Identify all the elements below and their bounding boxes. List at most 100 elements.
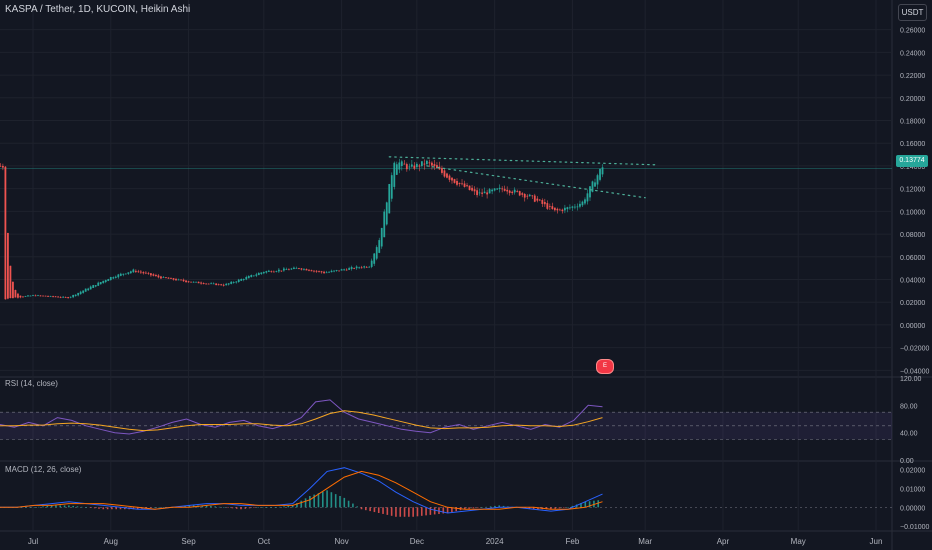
macd-legend[interactable]: MACD (12, 26, close) <box>5 465 82 474</box>
candle <box>320 270 323 274</box>
candle-body <box>481 192 483 194</box>
x-tick-label: Feb <box>566 537 580 546</box>
macd-histogram-bar <box>287 505 290 508</box>
price-tick-label: 0.10000 <box>900 209 925 216</box>
candle <box>157 274 160 279</box>
candle-body <box>516 191 519 192</box>
candle <box>265 270 268 274</box>
candle <box>420 161 423 168</box>
price-pane[interactable] <box>0 156 656 300</box>
rsi-legend[interactable]: RSI (14, close) <box>5 379 58 388</box>
candle <box>147 271 150 275</box>
rsi-pane[interactable] <box>0 399 892 440</box>
candle <box>215 283 218 286</box>
candle-body <box>428 162 431 164</box>
candle <box>107 278 110 282</box>
candle-body <box>313 270 315 272</box>
candle <box>591 180 594 193</box>
candle-body <box>451 177 453 181</box>
candle-body <box>19 295 22 298</box>
candle-body <box>145 272 147 274</box>
macd-histogram-bar <box>343 497 346 508</box>
candle <box>1 163 4 171</box>
candle-body <box>403 163 406 165</box>
macd-histogram-bar <box>317 493 320 508</box>
candle-body <box>415 163 418 168</box>
currency-button[interactable]: USDT <box>898 4 927 21</box>
candle-body <box>52 296 54 297</box>
candle-body <box>24 296 27 297</box>
candle <box>523 193 526 202</box>
candle-body <box>150 273 152 276</box>
candle-body <box>335 270 338 272</box>
candle <box>288 268 290 271</box>
candle <box>52 295 54 298</box>
candle-body <box>265 271 268 273</box>
candle-body <box>523 194 526 198</box>
candle-body <box>122 273 125 275</box>
candle-body <box>498 187 501 190</box>
candle-body <box>270 271 273 273</box>
macd-histogram-bar <box>386 507 389 515</box>
candle <box>453 178 456 184</box>
macd-histogram-bar <box>231 507 234 509</box>
candle <box>242 278 245 282</box>
candle <box>468 185 471 191</box>
candle <box>508 189 511 196</box>
candle <box>478 188 481 196</box>
macd-histogram-bar <box>451 507 453 513</box>
candle <box>458 182 461 187</box>
candle <box>543 198 546 207</box>
candle-body <box>488 189 491 194</box>
macd-histogram-bar <box>356 506 359 508</box>
macd-histogram-bar <box>365 507 367 511</box>
candle <box>538 198 541 202</box>
candle-body <box>167 277 170 279</box>
rsi-line <box>0 399 603 435</box>
candle-body <box>594 182 596 187</box>
candle-body <box>436 165 438 169</box>
macd-histogram-bar <box>235 507 238 509</box>
candle-body <box>521 193 524 195</box>
price-tick-label: 0.20000 <box>900 96 925 103</box>
candle-body <box>350 267 353 269</box>
macd-histogram-bar <box>412 507 414 517</box>
candle-body <box>441 167 443 173</box>
candle-body <box>315 270 318 272</box>
candle <box>260 272 263 275</box>
candle-body <box>330 270 333 273</box>
macd-histogram-bar <box>89 507 92 508</box>
candle <box>360 265 363 269</box>
candle <box>152 273 155 277</box>
macd-histogram-bar <box>184 505 186 508</box>
candle <box>257 272 260 276</box>
symbol-title[interactable]: KASPA / Tether, 1D, KUCOIN, Heikin Ashi <box>5 4 191 15</box>
candle-body <box>546 203 549 209</box>
candle <box>200 281 202 285</box>
candle-body <box>129 271 132 274</box>
candle <box>353 267 356 270</box>
macd-pane[interactable] <box>0 467 892 517</box>
candle-body <box>215 283 218 286</box>
candle-body <box>410 164 413 167</box>
candle <box>513 187 516 195</box>
candle-body <box>290 268 293 270</box>
x-tick-label: Aug <box>104 537 118 546</box>
candle-body <box>250 275 253 278</box>
earnings-badge[interactable]: E <box>596 359 614 374</box>
candle <box>134 269 137 274</box>
candle-body <box>232 282 235 283</box>
macd-histogram-bar <box>313 494 315 508</box>
candle-body <box>398 162 401 170</box>
candle <box>503 185 506 192</box>
candle-body <box>87 288 90 291</box>
candle <box>44 295 47 297</box>
candle <box>446 172 448 179</box>
candle <box>390 172 393 202</box>
candle-body <box>112 277 115 279</box>
candle-body <box>139 271 142 273</box>
candle-body <box>29 295 32 297</box>
candle <box>172 277 175 281</box>
candle-body <box>390 175 393 199</box>
